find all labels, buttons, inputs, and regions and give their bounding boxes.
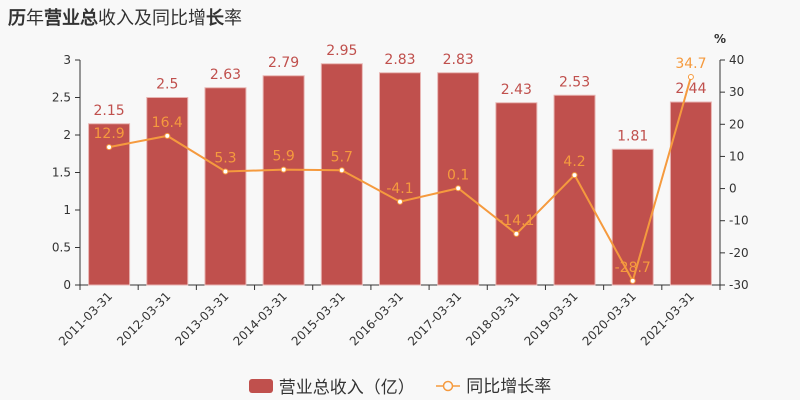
growth-value-label: 5.9 (273, 149, 295, 165)
legend-item-growth[interactable]: 同比增长率 (436, 372, 551, 397)
right-axis-unit: % (714, 32, 726, 46)
right-tick-label: 30 (729, 85, 744, 99)
x-tick-label: 2020-03-31 (580, 289, 639, 348)
x-tick-label: 2015-03-31 (289, 289, 348, 348)
x-tick-label: 2016-03-31 (347, 289, 406, 348)
legend-label-growth: 同比增长率 (466, 372, 551, 397)
growth-value-label: 0.1 (447, 167, 469, 183)
revenue-value-label: 2.53 (559, 74, 590, 90)
growth-point[interactable] (456, 186, 461, 191)
revenue-value-label: 2.5 (156, 77, 178, 93)
x-tick-label: 2021-03-31 (638, 289, 697, 348)
growth-value-label: 12.9 (94, 126, 125, 142)
growth-value-label: -14.1 (498, 213, 534, 229)
growth-point[interactable] (630, 278, 635, 283)
revenue-bar[interactable] (263, 76, 304, 285)
legend-label-revenue: 营业总收入（亿） (279, 373, 415, 398)
right-tick-label: -20 (729, 246, 749, 260)
revenue-bar[interactable] (321, 64, 362, 285)
right-tick-label: -30 (729, 278, 749, 292)
revenue-value-label: 2.95 (326, 43, 357, 59)
revenue-value-label: 2.79 (268, 55, 299, 71)
growth-value-label: -4.1 (386, 181, 413, 197)
revenue-value-label: 2.15 (94, 103, 125, 119)
growth-value-label: 5.7 (331, 149, 353, 165)
legend: 营业总收入（亿） 同比增长率 (0, 372, 800, 398)
growth-point[interactable] (688, 75, 693, 80)
growth-point[interactable] (339, 168, 344, 173)
x-tick-label: 2013-03-31 (172, 289, 231, 348)
growth-point[interactable] (223, 169, 228, 174)
growth-value-label: 5.3 (214, 151, 236, 167)
growth-value-label: 34.7 (675, 56, 706, 72)
growth-point[interactable] (107, 145, 112, 150)
growth-point[interactable] (572, 173, 577, 178)
growth-value-label: 16.4 (152, 115, 183, 131)
growth-point[interactable] (281, 167, 286, 172)
growth-point[interactable] (398, 199, 403, 204)
revenue-value-label: 1.81 (617, 128, 648, 144)
x-tick-label: 2017-03-31 (405, 289, 464, 348)
growth-value-label: -28.7 (615, 260, 651, 276)
revenue-value-label: 2.83 (443, 52, 474, 68)
left-tick-label: 0.5 (52, 241, 71, 255)
right-tick-label: 40 (729, 53, 744, 67)
x-tick-label: 2018-03-31 (463, 289, 522, 348)
chart-area: 00.511.522.53-30-20-10010203040%2011-03-… (0, 0, 800, 370)
x-tick-label: 2019-03-31 (521, 289, 580, 348)
revenue-value-label: 2.43 (501, 82, 532, 98)
x-tick-label: 2014-03-31 (231, 289, 290, 348)
line-marker-icon (436, 378, 460, 392)
left-tick-label: 0 (63, 278, 71, 292)
revenue-value-label: 2.83 (384, 52, 415, 68)
right-tick-label: 10 (729, 149, 744, 163)
right-tick-label: -10 (729, 214, 749, 228)
revenue-bar[interactable] (496, 103, 537, 285)
right-tick-label: 0 (729, 182, 737, 196)
bar-swatch-icon (249, 379, 273, 393)
revenue-bar[interactable] (205, 88, 246, 285)
growth-point[interactable] (165, 133, 170, 138)
revenue-bar[interactable] (380, 73, 421, 285)
growth-point[interactable] (514, 231, 519, 236)
left-tick-label: 2 (63, 128, 71, 142)
left-tick-label: 2.5 (52, 91, 71, 105)
x-tick-label: 2012-03-31 (114, 289, 173, 348)
left-tick-label: 1 (63, 203, 71, 217)
left-tick-label: 3 (63, 53, 71, 67)
left-tick-label: 1.5 (52, 166, 71, 180)
revenue-value-label: 2.44 (675, 81, 706, 97)
x-tick-label: 2011-03-31 (56, 289, 115, 348)
right-tick-label: 20 (729, 117, 744, 131)
legend-item-revenue[interactable]: 营业总收入（亿） (249, 373, 415, 398)
revenue-value-label: 2.63 (210, 67, 241, 83)
growth-value-label: 4.2 (563, 154, 585, 170)
